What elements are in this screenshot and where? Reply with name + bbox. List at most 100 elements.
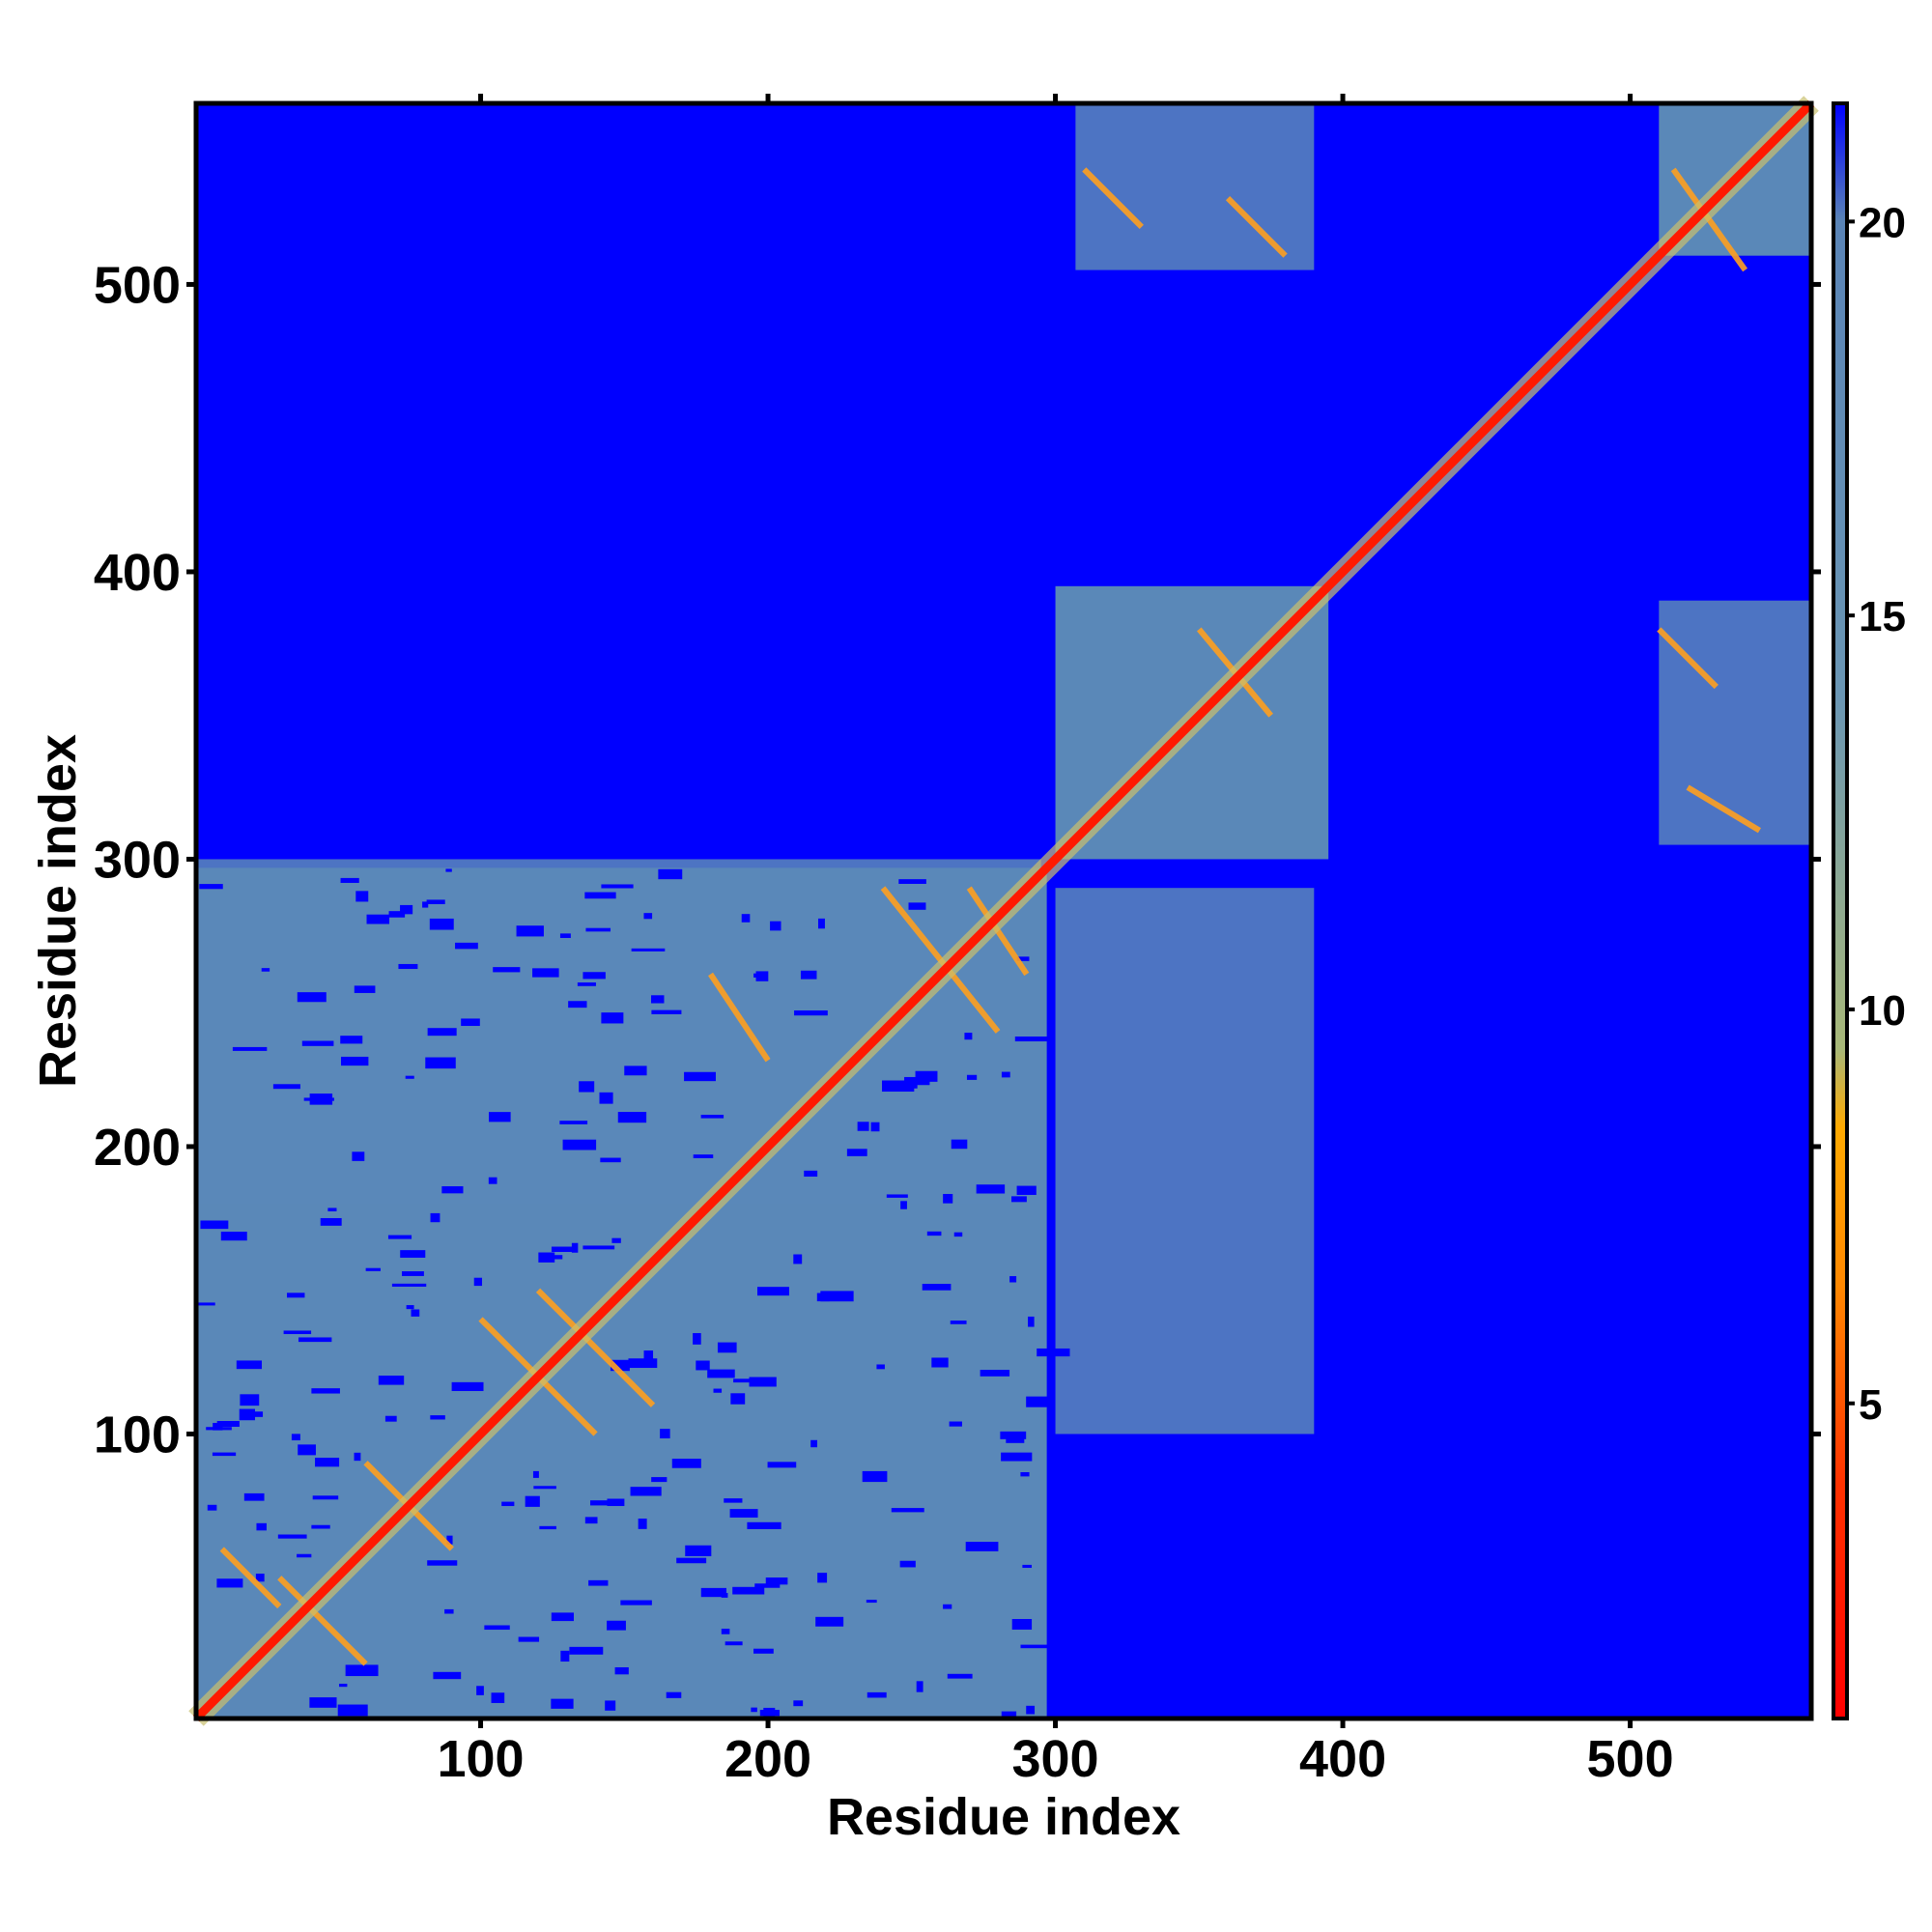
heatmap-speckle — [980, 1370, 1010, 1377]
heatmap-speckle — [327, 1208, 337, 1211]
heatmap-speckle — [721, 1593, 728, 1598]
heatmap-speckle — [1028, 1316, 1035, 1327]
heatmap-speckle — [817, 918, 825, 929]
heatmap-speckle — [1009, 1276, 1017, 1283]
colorbar-frame — [1832, 101, 1849, 1720]
x-tick-label: 100 — [437, 1730, 524, 1788]
heatmap-speckle — [965, 1542, 999, 1551]
heatmap-speckle — [430, 1212, 440, 1223]
heatmap-speckle — [538, 1252, 555, 1263]
heatmap-speckle — [311, 1524, 330, 1529]
heatmap-speckle — [862, 1470, 888, 1483]
heatmap-speckle — [378, 1376, 405, 1385]
heatmap-speckle — [461, 1018, 480, 1027]
heatmap-speckle — [582, 972, 606, 980]
heatmap-speckle — [947, 1673, 973, 1679]
heatmap-speckle — [765, 1577, 788, 1585]
heatmap-speckle — [614, 1666, 629, 1675]
heatmap-speckle — [588, 1579, 609, 1586]
heatmap-speckle — [757, 1287, 789, 1296]
heatmap-speckle — [239, 1408, 256, 1421]
heatmap-speckle — [250, 1411, 264, 1417]
heatmap-speckle — [817, 1573, 828, 1583]
heatmap-speckle — [922, 1284, 952, 1291]
heatmap-speckle — [411, 1309, 420, 1317]
heatmap-speckle — [582, 1245, 615, 1250]
heatmap-speckle — [398, 963, 418, 970]
y-tick-label: 300 — [94, 831, 181, 889]
heatmap-speckle — [309, 1697, 337, 1708]
heatmap-speckle — [631, 948, 666, 952]
heatmap-speckle — [365, 1267, 381, 1271]
heatmap-speckle — [301, 1040, 334, 1046]
heatmap-speckle — [579, 1081, 595, 1093]
heatmap-speckle — [240, 1394, 260, 1406]
heatmap-speckle — [562, 1139, 597, 1151]
heatmap-speckle — [1026, 1396, 1053, 1407]
contact-line — [277, 1576, 368, 1666]
heatmap-speckle — [643, 913, 653, 920]
heatmap-speckle — [340, 877, 359, 883]
heatmap-speckle — [693, 1333, 701, 1345]
heatmap-speckle — [741, 914, 751, 923]
heatmap-speckle — [793, 1254, 803, 1264]
contact-line — [1225, 196, 1288, 258]
heatmap-speckle — [232, 1046, 268, 1051]
heatmap-speckle — [525, 1495, 540, 1507]
heatmap-speckle — [599, 1092, 613, 1104]
heatmap-speckle — [605, 1700, 616, 1711]
heatmap-speckle — [660, 1429, 670, 1439]
heatmap-speckle — [451, 1381, 484, 1391]
heatmap-speckle — [651, 1477, 668, 1483]
heatmap-speckle — [441, 1186, 464, 1194]
heatmap-speckle — [707, 1369, 735, 1378]
heatmap-speckle — [638, 1519, 647, 1529]
heatmap-speckle — [551, 1698, 574, 1709]
heatmap-speckle — [384, 1415, 397, 1422]
heatmap-speckle — [607, 1620, 626, 1631]
heatmap-speckle — [493, 967, 521, 973]
heatmap-speckle — [1016, 956, 1030, 961]
heatmap-speckle — [732, 1586, 765, 1595]
heatmap-speckle — [298, 1337, 332, 1343]
heatmap-speckle — [724, 1641, 743, 1646]
heatmap-speckle — [908, 902, 926, 910]
heatmap-speckle — [444, 1608, 454, 1614]
contact-line — [708, 972, 771, 1063]
heatmap-speckle — [601, 1012, 624, 1024]
y-axis: 100 200 300 400 500 — [94, 256, 1821, 1463]
heatmap-speckle — [1000, 1431, 1027, 1439]
heatmap-speckle — [212, 1452, 237, 1457]
diagonal-line — [192, 99, 1815, 1722]
heatmap-speckle — [516, 925, 544, 937]
heatmap-speckle — [320, 1217, 342, 1226]
x-tick-label: 500 — [1587, 1730, 1674, 1788]
heatmap-speckle — [584, 1517, 598, 1524]
heatmap-speckle — [753, 1648, 774, 1654]
heatmap-speckle — [891, 1508, 924, 1513]
heatmap-speckle — [427, 1028, 457, 1037]
heatmap-speckle — [532, 1470, 539, 1478]
heatmap-speckle — [429, 918, 454, 930]
heatmap-speckle — [560, 1650, 570, 1662]
plot-frame — [193, 100, 1814, 1721]
heatmap-speckle — [312, 1495, 339, 1500]
heatmap-speckle — [236, 1360, 263, 1370]
heatmap-speckle — [1022, 1564, 1033, 1569]
heatmap-speckle — [949, 1421, 962, 1427]
heatmap-speckle — [916, 1681, 923, 1692]
heatmap-speckle — [445, 868, 452, 872]
heatmap-speckle — [559, 933, 571, 938]
heatmap-speckle — [277, 1534, 307, 1539]
heatmap-speckle — [866, 1600, 877, 1604]
heatmap-speckle — [549, 1255, 563, 1260]
contact-line — [1686, 784, 1761, 834]
heatmap-speckle — [551, 1612, 574, 1622]
heatmap-speckle — [309, 1094, 333, 1105]
heatmap-speckle — [767, 1462, 797, 1468]
heatmap-speckle — [620, 1600, 652, 1605]
heatmap-speckle — [820, 1291, 854, 1302]
heatmap-speckle — [713, 1388, 723, 1393]
heatmap-speckle — [658, 868, 683, 880]
contact-block-2 — [1659, 600, 1811, 845]
